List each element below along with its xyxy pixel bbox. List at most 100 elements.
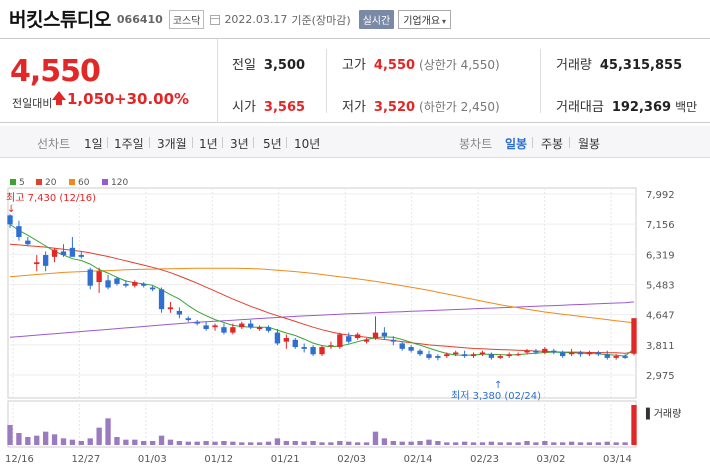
- volume-bar: [114, 437, 120, 445]
- volume-bar: [132, 439, 138, 445]
- open-value: 3,565: [263, 100, 306, 115]
- chart-tabs: 선차트 1일 1주일 3개월 1년 3년 5년 10년 봉차트 일봉 주봉 월봉: [0, 126, 710, 158]
- volume-bar: [542, 441, 548, 445]
- x-tick-label: 02/03: [337, 454, 366, 465]
- divider: [192, 137, 193, 148]
- candlestick-chart[interactable]: 7,992 7,156 6,319 5,483 4,647 3,811 2,975 12/16…: [0, 170, 710, 469]
- volume-label: ▌거래량: [645, 407, 681, 420]
- x-tick-label: 02/14: [404, 454, 433, 465]
- price-plot-frame: [7, 187, 637, 399]
- market-badge: 코스닥: [168, 9, 205, 29]
- legend-swatch: [36, 179, 42, 185]
- stock-code: 066410: [116, 13, 163, 26]
- volume-bar: [78, 441, 84, 445]
- y-tick-label: 2,975: [646, 371, 675, 382]
- candle-body: [292, 339, 298, 348]
- high-value: 4,550: [373, 58, 416, 73]
- x-tick-label: 12/16: [5, 454, 34, 465]
- candle-body: [354, 334, 361, 339]
- current-price: 4,550: [10, 54, 101, 89]
- tab-line-chart[interactable]: 선차트: [37, 137, 71, 151]
- volume-bar: [123, 439, 129, 445]
- lower-limit: (하한가 2,450): [419, 100, 500, 114]
- tab-period-1d[interactable]: 1일: [84, 137, 103, 151]
- y-tick-label: 7,992: [646, 190, 675, 201]
- tab-weekly[interactable]: 주봉: [541, 137, 564, 151]
- low-value: 3,520: [373, 100, 416, 115]
- candle-body: [319, 347, 325, 355]
- tab-period-1w[interactable]: 1주일: [114, 137, 144, 151]
- volume-bar: [301, 441, 307, 445]
- tab-period-1y[interactable]: 1년: [199, 137, 218, 151]
- tab-period-10y[interactable]: 10년: [294, 137, 321, 151]
- candle-body: [167, 307, 174, 310]
- candle-body: [551, 350, 557, 353]
- volume-bar: [568, 441, 575, 445]
- volume-value: 45,315,855: [599, 58, 683, 73]
- tab-candle-chart[interactable]: 봉차트: [459, 137, 493, 151]
- candle-body: [399, 343, 405, 349]
- low-cell: 저가 3,520 (하한가 2,450): [342, 96, 500, 115]
- volume-bar: [292, 441, 298, 445]
- company-info-button[interactable]: 기업개요 ▾: [398, 9, 452, 29]
- candle-body: [60, 251, 67, 256]
- candle-body: [488, 354, 495, 358]
- volume-bar: [283, 441, 290, 445]
- volume-label: 거래량: [556, 58, 592, 73]
- volume-bar: [346, 441, 352, 445]
- candle-body: [141, 283, 147, 286]
- amount-value: 192,369: [611, 100, 672, 115]
- volume-bar: [613, 442, 619, 445]
- price-summary: 4,550 전일대비 1,050 +30.00% 전일 3,500 고가 4,550…: [0, 38, 710, 123]
- tab-daily[interactable]: 일봉: [505, 137, 528, 151]
- volume-bar: [265, 441, 272, 445]
- volume-bar: [328, 442, 334, 445]
- candle-body: [274, 332, 281, 344]
- realtime-button[interactable]: 실시간: [358, 9, 395, 29]
- candle-body: [248, 323, 254, 328]
- tab-period-3y[interactable]: 3년: [230, 137, 249, 151]
- candle-body: [568, 352, 575, 355]
- divider: [253, 137, 254, 148]
- candle-body: [96, 271, 102, 283]
- tab-monthly[interactable]: 월봉: [578, 137, 601, 151]
- volume-bar: [337, 441, 343, 445]
- candle-body: [105, 280, 111, 288]
- volume-bar: [586, 442, 593, 445]
- volume-bar: [319, 442, 325, 445]
- candle-body: [265, 327, 272, 331]
- candle-body: [69, 247, 76, 257]
- high-arrow-icon: ↓: [7, 204, 15, 215]
- volume-bar: [51, 434, 58, 445]
- open-label: 시가: [232, 100, 256, 115]
- volume-bar: [221, 441, 227, 445]
- candle-body: [426, 354, 432, 358]
- candle-body: [16, 226, 22, 238]
- x-tick-label: 12/27: [71, 454, 100, 465]
- divider: [326, 49, 327, 113]
- candle-body: [176, 310, 183, 315]
- volume-bar: [533, 442, 539, 445]
- volume-bar: [524, 441, 530, 445]
- x-tick-label: 03/14: [603, 454, 632, 465]
- candle-body: [613, 356, 619, 358]
- candle-body: [506, 354, 512, 357]
- price-change-percent: +30.00%: [114, 90, 190, 108]
- divider: [149, 137, 150, 148]
- tab-period-5y[interactable]: 5년: [263, 137, 282, 151]
- stock-name[interactable]: 버킷스튜디오: [9, 8, 111, 31]
- volume-bar: [604, 441, 610, 445]
- tab-period-3m[interactable]: 3개월: [157, 137, 187, 151]
- ma60-line: [9, 267, 635, 324]
- candle-body: [444, 354, 450, 357]
- candle-body: [123, 283, 129, 286]
- volume-bar: [363, 442, 370, 445]
- volume-bar: [417, 441, 423, 445]
- volume-bar: [488, 441, 495, 445]
- candle-body: [604, 354, 610, 358]
- volume-bar: [622, 442, 628, 445]
- volume-bar: [203, 441, 209, 445]
- volume-bar: [372, 431, 379, 445]
- volume-bar: [274, 438, 281, 445]
- x-tick-label: 03/02: [537, 454, 566, 465]
